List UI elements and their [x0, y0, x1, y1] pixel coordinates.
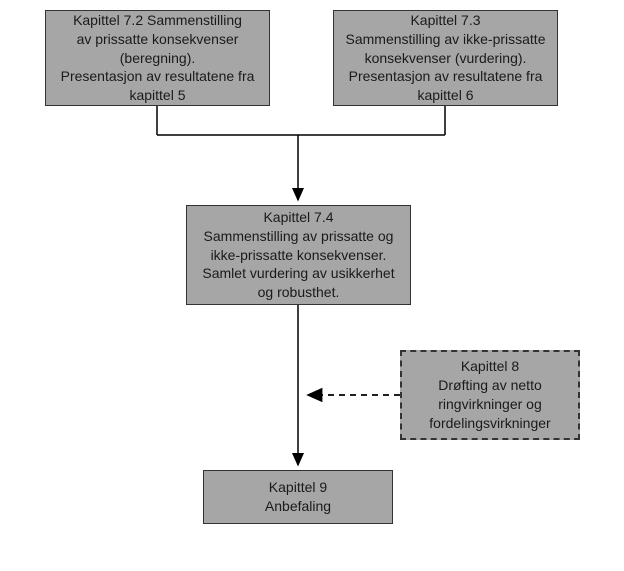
node-kapittel-7-4: Kapittel 7.4 Sammenstilling av prissatte…: [186, 205, 411, 305]
node-text: Samlet vurdering av usikkerhet: [202, 265, 394, 281]
node-text: Sammenstilling av ikke-prissatte: [346, 31, 546, 47]
node-text: Kapittel 8: [461, 358, 519, 374]
node-kapittel-9: Kapittel 9 Anbefaling: [203, 470, 393, 524]
node-text: ringvirkninger og: [438, 396, 542, 412]
node-text: Kapittel 7.2 Sammenstilling: [73, 12, 242, 28]
node-text: fordelingsvirkninger: [429, 415, 550, 431]
node-text: Presentasjon av resultatene fra: [61, 68, 255, 84]
node-text: kapittel 6: [417, 87, 473, 103]
node-text: Drøfting av netto: [438, 377, 542, 393]
node-text: Anbefaling: [265, 498, 331, 514]
node-text: ikke-prissatte konsekvenser.: [211, 247, 387, 263]
node-text: (beregning).: [120, 50, 196, 66]
node-text: Kapittel 7.3: [410, 12, 480, 28]
node-kapittel-7-2: Kapittel 7.2 Sammenstilling av prissatte…: [45, 10, 270, 106]
node-text: Presentasjon av resultatene fra: [349, 68, 543, 84]
node-text: kapittel 5: [129, 87, 185, 103]
node-text: Kapittel 9: [269, 479, 327, 495]
node-kapittel-8: Kapittel 8 Drøfting av netto ringvirknin…: [400, 350, 580, 440]
node-text: Sammenstilling av prissatte og: [204, 228, 394, 244]
node-text: Kapittel 7.4: [263, 209, 333, 225]
node-text: og robusthet.: [258, 284, 340, 300]
node-kapittel-7-3: Kapittel 7.3 Sammenstilling av ikke-pris…: [333, 10, 558, 106]
node-text: konsekvenser (vurdering).: [365, 50, 527, 66]
node-text: av prissatte konsekvenser: [77, 31, 239, 47]
